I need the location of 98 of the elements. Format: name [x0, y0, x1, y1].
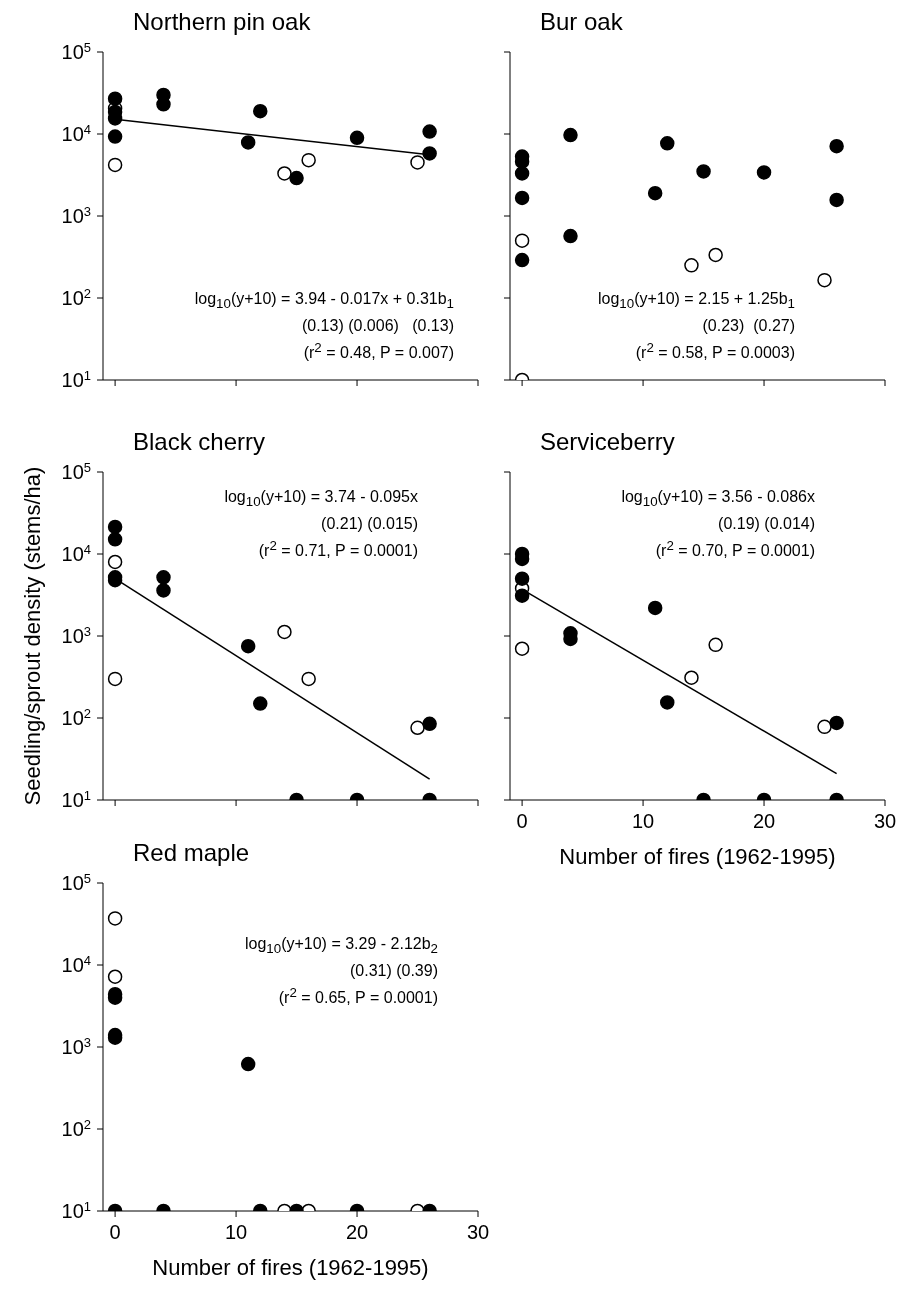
annotation: (r$^{2}$ = 0.65, P = 0.0001) [277, 984, 438, 1009]
point [756, 165, 772, 180]
point [301, 671, 316, 687]
point [156, 583, 171, 598]
annotation: log$_{10}$(y+10) = 3.74 - 0.095x [224, 487, 418, 512]
chart-title: Black cherry [133, 428, 266, 456]
y-tick-label: 10$^{5}$ [61, 459, 91, 483]
point [422, 124, 437, 139]
point [514, 233, 530, 248]
point [696, 164, 711, 179]
point [349, 130, 365, 145]
x-tick-label: 30 [466, 1221, 490, 1243]
y-tick-label: 10$^{1}$ [61, 787, 91, 811]
y-tick-label: 10$^{1}$ [61, 367, 91, 391]
annotation: (r$^{2}$ = 0.71, P = 0.0001) [257, 537, 418, 562]
annotation: log$_{10}$(y+10) = 3.29 - 2.12b$_{2}$ [244, 934, 438, 959]
point [422, 716, 437, 732]
point [514, 166, 530, 181]
y-tick-label: 10$^{2}$ [61, 285, 91, 309]
point [107, 671, 123, 687]
x-tick-label: 0 [516, 810, 528, 832]
y-tick-label: 10$^{3}$ [61, 203, 91, 227]
point [289, 170, 304, 186]
y-tick-label: 10$^{3}$ [61, 623, 91, 647]
x-tick-label: 0 [109, 1221, 121, 1243]
annotation: log$_{10}$(y+10) = 3.94 - 0.017x + 0.31b$_{1}$ [194, 289, 454, 314]
y-tick-label: 10$^{3}$ [61, 1034, 91, 1058]
point [684, 258, 699, 273]
point [514, 571, 530, 586]
point [107, 519, 123, 535]
point [422, 146, 437, 161]
y-axis-title: Seedling/sprout density (stems/ha) [20, 465, 46, 808]
point [514, 190, 530, 206]
y-tick-label: 10$^{5}$ [61, 39, 91, 63]
point [817, 272, 832, 288]
annotation: (0.31) (0.39) [348, 961, 438, 982]
x-axis-title: Number of fires (1962-1995) [558, 844, 837, 870]
annotation: (0.13) (0.006) (0.13) [300, 316, 454, 337]
chart-title: Bur oak [540, 8, 623, 36]
point [660, 695, 675, 710]
x-tick-label: 10 [224, 1221, 248, 1243]
x-tick-label: 30 [873, 810, 897, 832]
point [107, 91, 123, 106]
point [829, 192, 844, 208]
point [829, 138, 844, 154]
point [410, 720, 425, 736]
annotation: (r$^{2}$ = 0.70, P = 0.0001) [654, 537, 815, 562]
point [107, 969, 123, 984]
x-tick-label: 20 [752, 810, 776, 832]
point [107, 157, 123, 173]
y-tick-label: 10$^{1}$ [61, 1198, 91, 1222]
y-tick-label: 10$^{4}$ [61, 541, 91, 565]
point [660, 136, 675, 151]
point [240, 135, 256, 150]
y-tick-label: 10$^{4}$ [61, 952, 91, 976]
point [107, 554, 123, 570]
point [277, 166, 292, 181]
chart-title: Serviceberry [540, 428, 675, 456]
annotation: (0.23) (0.27) [701, 316, 795, 337]
point [240, 639, 256, 654]
point [647, 600, 663, 616]
annotation: log$_{10}$(y+10) = 3.56 - 0.086x [621, 487, 815, 512]
point [514, 252, 530, 268]
chart-title: Northern pin oak [133, 8, 311, 36]
annotation: (0.21) (0.015) [320, 514, 418, 535]
point [684, 670, 699, 685]
point [107, 911, 123, 926]
point [647, 185, 663, 201]
point [253, 696, 268, 711]
point [156, 97, 171, 112]
point [240, 1056, 256, 1072]
annotation: log$_{10}$(y+10) = 2.15 + 1.25b$_{1}$ [597, 289, 795, 314]
annotation: (r$^{2}$ = 0.58, P = 0.0003) [634, 339, 795, 364]
point [514, 588, 530, 603]
point [156, 570, 171, 585]
annotation: (r$^{2}$ = 0.48, P = 0.007) [302, 339, 454, 364]
point [107, 532, 123, 547]
point [563, 228, 578, 244]
y-tick-label: 10$^{4}$ [61, 121, 91, 145]
x-axis-title: Number of fires (1962-1995) [151, 1255, 430, 1281]
y-tick-label: 10$^{5}$ [61, 870, 91, 894]
point [301, 152, 316, 168]
chart-title: Red maple [133, 839, 250, 867]
point [817, 719, 832, 735]
x-tick-label: 20 [345, 1221, 369, 1243]
point [708, 637, 723, 653]
point [107, 129, 123, 144]
x-tick-label: 10 [631, 810, 655, 832]
point [253, 103, 268, 119]
y-tick-label: 10$^{2}$ [61, 1116, 91, 1140]
point [410, 155, 425, 170]
point [708, 247, 723, 263]
annotation: (0.19) (0.014) [717, 514, 815, 535]
point [829, 715, 844, 731]
point [563, 127, 578, 143]
y-tick-label: 10$^{2}$ [61, 705, 91, 729]
point [514, 641, 530, 656]
point [277, 624, 292, 640]
